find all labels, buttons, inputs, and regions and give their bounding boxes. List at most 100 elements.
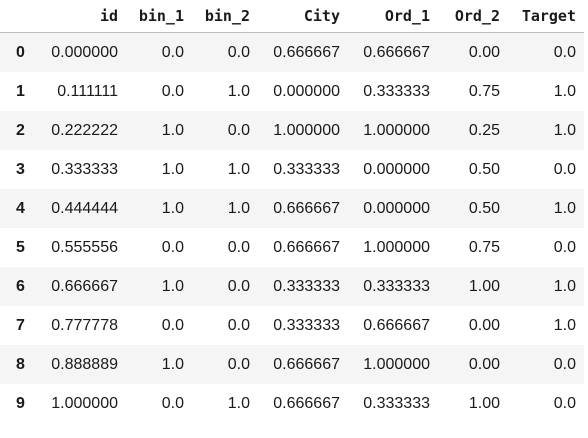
cell-ord-2: 0.00 [468, 355, 500, 373]
cell-bin-2: 0.0 [227, 316, 250, 334]
row-index: 8 [16, 355, 25, 373]
cell-city: 0.000000 [273, 82, 340, 100]
table-row: 0 0.000000 0.0 0.0 0.666667 0.666667 0.00 0.0 [0, 32, 584, 72]
cell-city: 0.333333 [273, 316, 340, 334]
table-row: 6 0.666667 1.0 0.0 0.333333 0.333333 1.00 1.0 [0, 267, 584, 306]
cell-id: 0.888889 [51, 355, 118, 373]
cell-ord-1: 0.000000 [363, 160, 430, 178]
cell-bin-1: 0.0 [161, 82, 184, 100]
column-header-ord-1: Ord_1 [348, 0, 438, 33]
cell-bin-2: 0.0 [227, 43, 250, 61]
cell-id: 0.666667 [51, 277, 118, 295]
header-row: id bin_1 bin_2 City Ord_1 Ord_2 Target [0, 0, 584, 33]
row-index: 6 [16, 277, 25, 295]
cell-city: 0.666667 [273, 238, 340, 256]
table-row: 2 0.222222 1.0 0.0 1.000000 1.000000 0.25 1.0 [0, 111, 584, 150]
cell-bin-2: 1.0 [227, 394, 250, 412]
cell-ord-2: 0.75 [468, 238, 500, 256]
column-header-ord-2: Ord_2 [438, 0, 508, 33]
cell-bin-2: 1.0 [227, 199, 250, 217]
cell-id: 0.222222 [51, 121, 118, 139]
table-body: 0 0.000000 0.0 0.0 0.666667 0.666667 0.00 0.0 1 0… [0, 32, 584, 423]
table-row: 4 0.444444 1.0 1.0 0.666667 0.000000 0.50 1.0 [0, 189, 584, 228]
cell-target: 0.0 [553, 394, 576, 412]
cell-city: 0.666667 [273, 355, 340, 373]
cell-ord-2: 0.00 [468, 316, 500, 334]
cell-city: 0.666667 [273, 43, 340, 61]
column-header-city: City [258, 0, 348, 33]
row-index: 1 [16, 82, 25, 100]
cell-ord-1: 0.000000 [363, 199, 430, 217]
cell-target: 1.0 [553, 82, 576, 100]
cell-target: 0.0 [553, 238, 576, 256]
table-row: 7 0.777778 0.0 0.0 0.333333 0.666667 0.00 1.0 [0, 306, 584, 345]
cell-bin-1: 0.0 [161, 43, 184, 61]
table-row: 3 0.333333 1.0 1.0 0.333333 0.000000 0.50 0.0 [0, 150, 584, 189]
cell-bin-1: 0.0 [161, 394, 184, 412]
row-index: 4 [16, 199, 25, 217]
row-index: 3 [16, 160, 25, 178]
cell-ord-1: 1.000000 [363, 355, 430, 373]
cell-ord-2: 1.00 [468, 394, 500, 412]
cell-ord-1: 1.000000 [363, 121, 430, 139]
table-header: id bin_1 bin_2 City Ord_1 Ord_2 Target [0, 0, 584, 33]
cell-target: 0.0 [553, 355, 576, 373]
cell-bin-2: 0.0 [227, 121, 250, 139]
cell-id: 0.555556 [51, 238, 118, 256]
cell-city: 0.333333 [273, 277, 340, 295]
cell-id: 0.777778 [51, 316, 118, 334]
cell-id: 0.000000 [51, 43, 118, 61]
cell-bin-2: 1.0 [227, 82, 250, 100]
cell-city: 1.000000 [273, 121, 340, 139]
cell-ord-2: 0.50 [468, 160, 500, 178]
cell-bin-2: 0.0 [227, 355, 250, 373]
column-header-bin-1: bin_1 [126, 0, 192, 33]
cell-target: 1.0 [553, 277, 576, 295]
cell-id: 0.111111 [57, 82, 118, 100]
cell-bin-1: 0.0 [161, 238, 184, 256]
cell-ord-2: 1.00 [468, 277, 500, 295]
cell-ord-1: 0.333333 [363, 82, 430, 100]
cell-ord-2: 0.50 [468, 199, 500, 217]
cell-bin-1: 1.0 [161, 277, 184, 295]
cell-target: 0.0 [553, 160, 576, 178]
row-index: 0 [16, 43, 25, 61]
cell-target: 1.0 [553, 121, 576, 139]
cell-id: 1.000000 [51, 394, 118, 412]
cell-city: 0.333333 [273, 160, 340, 178]
cell-ord-1: 0.333333 [363, 277, 430, 295]
row-index: 9 [16, 394, 25, 412]
cell-ord-2: 0.25 [468, 121, 500, 139]
cell-target: 1.0 [553, 199, 576, 217]
cell-ord-1: 0.666667 [363, 316, 430, 334]
column-header-target: Target [508, 0, 584, 33]
row-index: 2 [16, 121, 25, 139]
table-row: 5 0.555556 0.0 0.0 0.666667 1.000000 0.75 0.0 [0, 228, 584, 267]
cell-id: 0.444444 [51, 199, 118, 217]
index-header [0, 0, 44, 33]
cell-ord-1: 0.666667 [363, 43, 430, 61]
cell-city: 0.666667 [273, 394, 340, 412]
cell-bin-1: 1.0 [161, 121, 184, 139]
column-header-bin-2: bin_2 [192, 0, 258, 33]
cell-bin-1: 1.0 [161, 199, 184, 217]
cell-bin-1: 1.0 [161, 355, 184, 373]
row-index: 7 [16, 316, 25, 334]
column-header-id: id [44, 0, 126, 33]
dataframe-table: id bin_1 bin_2 City Ord_1 Ord_2 Target 0… [0, 0, 584, 423]
cell-ord-2: 0.00 [468, 43, 500, 61]
table-row: 9 1.000000 0.0 1.0 0.666667 0.333333 1.00 0.0 [0, 384, 584, 423]
cell-ord-1: 0.333333 [363, 394, 430, 412]
cell-target: 0.0 [553, 43, 576, 61]
row-index: 5 [16, 238, 25, 256]
cell-id: 0.333333 [51, 160, 118, 178]
cell-target: 1.0 [553, 316, 576, 334]
cell-ord-2: 0.75 [468, 82, 500, 100]
cell-bin-2: 1.0 [227, 160, 250, 178]
cell-bin-2: 0.0 [227, 238, 250, 256]
table-row: 1 0.111111 0.0 1.0 0.000000 0.333333 0.75 1.0 [0, 72, 584, 111]
cell-city: 0.666667 [273, 199, 340, 217]
cell-bin-2: 0.0 [227, 277, 250, 295]
table-row: 8 0.888889 1.0 0.0 0.666667 1.000000 0.00 0.0 [0, 345, 584, 384]
